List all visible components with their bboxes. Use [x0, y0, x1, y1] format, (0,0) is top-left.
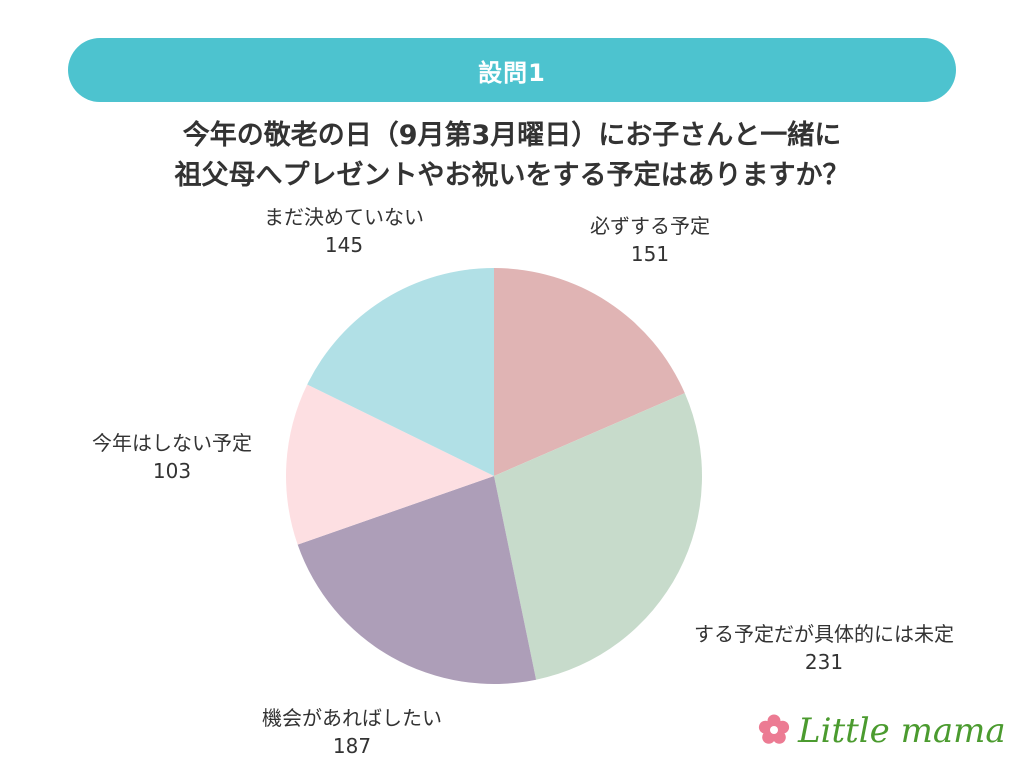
pie-slice — [297, 476, 537, 684]
pie-slice — [494, 268, 685, 476]
pie-slice — [307, 268, 494, 476]
slice-value: 231 — [805, 650, 843, 674]
slice-value: 145 — [325, 233, 363, 257]
slice-label: まだ決めていない — [264, 205, 424, 229]
slice-value: 151 — [631, 242, 669, 266]
slice-label: 今年はしない予定 — [92, 431, 252, 455]
flower-icon — [758, 714, 790, 744]
question-line-1: 今年の敬老の日（9月第3月曜日）にお子さんと一緒に — [182, 120, 842, 151]
question-number-label: 設問1 — [478, 58, 546, 87]
slice-value: 103 — [153, 459, 191, 483]
slice-label: 機会があればしたい — [262, 706, 442, 730]
slice-value: 187 — [333, 734, 371, 758]
slice-label: する予定だが具体的には未定 — [694, 622, 954, 646]
pie-slice — [285, 384, 494, 545]
question-text: 今年の敬老の日（9月第3月曜日）にお子さんと一緒に 祖父母へプレゼントやお祝いを… — [40, 116, 984, 196]
little-mama-logo: Little mama — [758, 711, 1006, 751]
question-number-banner: 設問1 — [68, 38, 956, 102]
slice-label: 必ずする予定 — [590, 214, 710, 238]
logo-text: Little mama — [797, 711, 1006, 751]
question-line-2: 祖父母へプレゼントやお祝いをする予定はありますか？ — [174, 160, 850, 191]
pie-slice — [494, 393, 702, 680]
